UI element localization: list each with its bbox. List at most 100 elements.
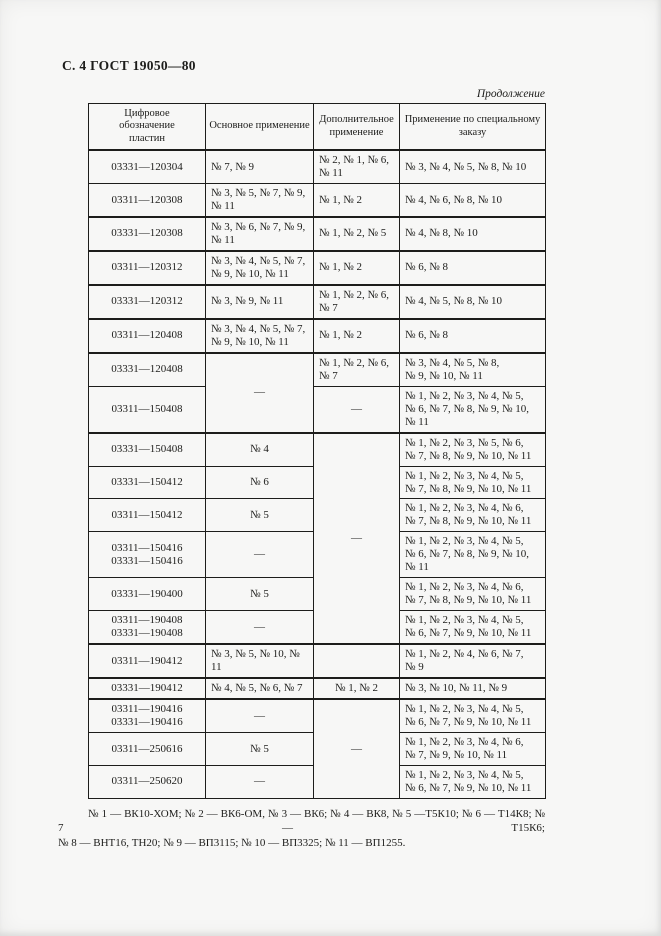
table-cell: № 1, № 2, № 4, № 6, № 7, № 9 — [399, 643, 546, 679]
table-cell: 03331—190412 — [88, 677, 206, 700]
table-cell: № 5 — [205, 732, 314, 766]
table-row: 03331—120408 — № 1, № 2, № 6, № 7 № 3, № 4,… — [88, 351, 546, 434]
table-cell: 03311—150412 — [88, 498, 206, 533]
table-row: 03331—120312 № 3, № 9, № 11 № 1, № 2, № 6,… — [88, 283, 546, 320]
table-cell: № 3, № 4, № 5, № 8, № 10 — [399, 149, 546, 185]
table-row: 03331—120304 № 7, № 9 № 2, № 1, № 6, № 11 №… — [88, 149, 546, 185]
table-cell: 03311—190412 — [88, 643, 206, 679]
table-row: 03331—150412 № 6 № 1, № 2, № 3, № 4, № 5, … — [88, 465, 546, 500]
table-cell: № 3, № 9, № 11 — [205, 283, 314, 320]
table-cell: — — [205, 531, 314, 579]
table-cell: № 1, № 2 — [313, 677, 400, 700]
table-cell: № 3, № 4, № 5, № 8, № 9, № 10, № 11 — [399, 351, 546, 387]
table-cell: № 1, № 2 — [313, 249, 400, 286]
table-cell: № 1, № 2, № 6, № 7 — [313, 283, 400, 320]
table-cell: 03311—250620 — [88, 764, 206, 799]
table-row: 03311—150412 № 5 № 1, № 2, № 3, № 4, № 6, … — [88, 498, 546, 533]
table-row: 03331—120308 № 3, № 6, № 7, № 9, № 11 № 1,… — [88, 216, 546, 252]
table-cell: 03311—150408 — [88, 385, 206, 434]
table-row: 03311—250616 № 5 № 1, № 2, № 3, № 4, № 6, … — [88, 732, 546, 766]
table-cell: 03311—190408 03331—190408 — [88, 610, 206, 645]
table-cell: № 1, № 2, № 3, № 4, № 5, № 6, № 7, № 8, … — [399, 385, 546, 434]
table-cell: 03331—120312 — [88, 283, 206, 320]
table-row: 03331—150408 № 4— № 1, № 2, № 3, № 5, № 6,… — [88, 431, 546, 645]
table-cell: № 3, № 5, № 10, № 11 — [205, 643, 314, 679]
table-row: 03331—190400 № 5 № 1, № 2, № 3, № 4, № 6, … — [88, 577, 546, 612]
table-cell: № 4, № 8, № 10 — [399, 216, 546, 252]
table-cell: 03331—150408 — [88, 431, 206, 467]
table-cell: № 6 — [205, 465, 314, 500]
table-cell: 03331—190400 — [88, 577, 206, 612]
table-header: Цифровое обозначение пластин Основное пр… — [88, 103, 546, 152]
table-row: 03311—190412 № 3, № 5, № 10, № 11 № 1, № 2… — [88, 643, 546, 679]
column-header-additional-application: Дополнительное применение — [313, 103, 400, 152]
footnote-line-2: № 8 — ВНТ16, ТН20; № 9 — ВП3115; № 10 — … — [58, 836, 406, 849]
table-cell: № 4, № 5, № 8, № 10 — [399, 283, 546, 320]
table-row: 03311—190408 03331—190408— № 1, № 2, № 3,… — [88, 610, 546, 645]
table-cell: № 1, № 2, № 3, № 4, № 5, № 6, № 7, № 9, … — [399, 764, 546, 799]
table-cell: — — [205, 764, 314, 799]
table-row: 03311—190416 03331—190416— — № 1, № 2, № 3… — [88, 698, 546, 799]
table-header-row: Цифровое обозначение пластин Основное пр… — [88, 103, 546, 152]
table-cell: 03331—120308 — [88, 216, 206, 252]
table-cell: 03331—150412 — [88, 465, 206, 500]
table-cell: 03331—120408 — [88, 351, 206, 387]
table-cell: № 3, № 5, № 7, № 9, № 11 — [205, 183, 314, 218]
column-header-special-order-application: Применение по специальному заказу — [399, 103, 546, 152]
table-cell: 03311—250616 — [88, 732, 206, 766]
table-cell: № 1, № 2 — [313, 317, 400, 354]
table-cell: — — [313, 431, 400, 645]
column-header-designation: Цифровое обозначение пластин — [88, 103, 206, 152]
footnote-line-1: № 1 — ВК10-ХОМ; № 2 — ВК6-ОМ, № 3 — ВК6;… — [58, 807, 545, 835]
table-cell: 03331—120304 — [88, 149, 206, 185]
table-cell: 03311—190416 03331—190416 — [88, 698, 206, 734]
table-row: 03311—120308 № 3, № 5, № 7, № 9, № 11 № 1,… — [88, 183, 546, 218]
table-cell: № 1, № 2, № 3, № 4, № 5, № 6, № 7, № 8, … — [399, 531, 546, 579]
table-cell: № 1, № 2, № 3, № 4, № 6, № 7, № 9, № 10,… — [399, 732, 546, 766]
table-cell: 03311—150416 03331—150416 — [88, 531, 206, 579]
table-cell: № 6, № 8 — [399, 317, 546, 354]
table-cell: № 3, № 10, № 11, № 9 — [399, 677, 546, 700]
table-cell: № 3, № 4, № 5, № 7, № 9, № 10, № 11 — [205, 317, 314, 354]
table-cell: № 6, № 8 — [399, 249, 546, 286]
table-cell: — — [313, 385, 400, 434]
table-row: 03311—150416 03331—150416— № 1, № 2, № 3,… — [88, 531, 546, 579]
table-cell: № 1, № 2, № 3, № 4, № 5, № 6, № 7, № 9, … — [399, 610, 546, 645]
table-cell: — — [313, 698, 400, 799]
table-cell: № 1, № 2, № 3, № 5, № 6, № 7, № 8, № 9, … — [399, 431, 546, 467]
table-cell: № 1, № 2, № 5 — [313, 216, 400, 252]
table-cell: № 1, № 2, № 3, № 4, № 5, № 7, № 8, № 9, … — [399, 465, 546, 500]
table-row: 03311—120408 № 3, № 4, № 5, № 7, № 9, № 1… — [88, 317, 546, 354]
table-cell: № 1, № 2, № 3, № 4, № 5, № 6, № 7, № 9, … — [399, 698, 546, 734]
table-cell: № 7, № 9 — [205, 149, 314, 185]
page-title: С. 4 ГОСТ 19050—80 — [62, 58, 196, 73]
table-cell: — — [205, 698, 314, 734]
plates-table-body: 03331—120304 № 7, № 9 № 2, № 1, № 6, № 11 №… — [88, 149, 546, 799]
plates-table: Цифровое обозначение пластин Основное пр… — [88, 103, 546, 799]
table-cell: 03311—120308 — [88, 183, 206, 218]
table-row: 03311—150408 — № 1, № 2, № 3, № 4, № 5, № … — [88, 385, 546, 434]
table-cell: — — [205, 610, 314, 645]
table-cell: 03311—120312 — [88, 249, 206, 286]
table-cell: № 1, № 2, № 6, № 7 — [313, 351, 400, 387]
continuation-label: Продолжение — [476, 88, 545, 100]
table-cell: № 1, № 2, № 3, № 4, № 6, № 7, № 8, № 9, … — [399, 577, 546, 612]
table-cell — [313, 643, 400, 679]
table-row: 03311—120312 № 3, № 4, № 5, № 7, № 9, № 1… — [88, 249, 546, 286]
table-cell: № 5 — [205, 577, 314, 612]
column-header-main-application: Основное применение — [205, 103, 314, 152]
table-cell: № 2, № 1, № 6, № 11 — [313, 149, 400, 185]
table-cell: № 4, № 6, № 8, № 10 — [399, 183, 546, 218]
table-cell: № 3, № 4, № 5, № 7, № 9, № 10, № 11 — [205, 249, 314, 286]
table-cell: № 3, № 6, № 7, № 9, № 11 — [205, 216, 314, 252]
table-row: 03311—250620— № 1, № 2, № 3, № 4, № 5, № … — [88, 764, 546, 799]
table-cell: № 4 — [205, 431, 314, 467]
table-cell: 03311—120408 — [88, 317, 206, 354]
table-cell: № 5 — [205, 498, 314, 533]
table-cell: № 4, № 5, № 6, № 7 — [205, 677, 314, 700]
table-cell: № 1, № 2, № 3, № 4, № 6, № 7, № 8, № 9, … — [399, 498, 546, 533]
table-cell: № 1, № 2 — [313, 183, 400, 218]
footnote: № 1 — ВК10-ХОМ; № 2 — ВК6-ОМ, № 3 — ВК6;… — [58, 807, 545, 851]
table-row: 03331—190412 № 4, № 5, № 6, № 7 № 1, № 2 № … — [88, 677, 546, 700]
